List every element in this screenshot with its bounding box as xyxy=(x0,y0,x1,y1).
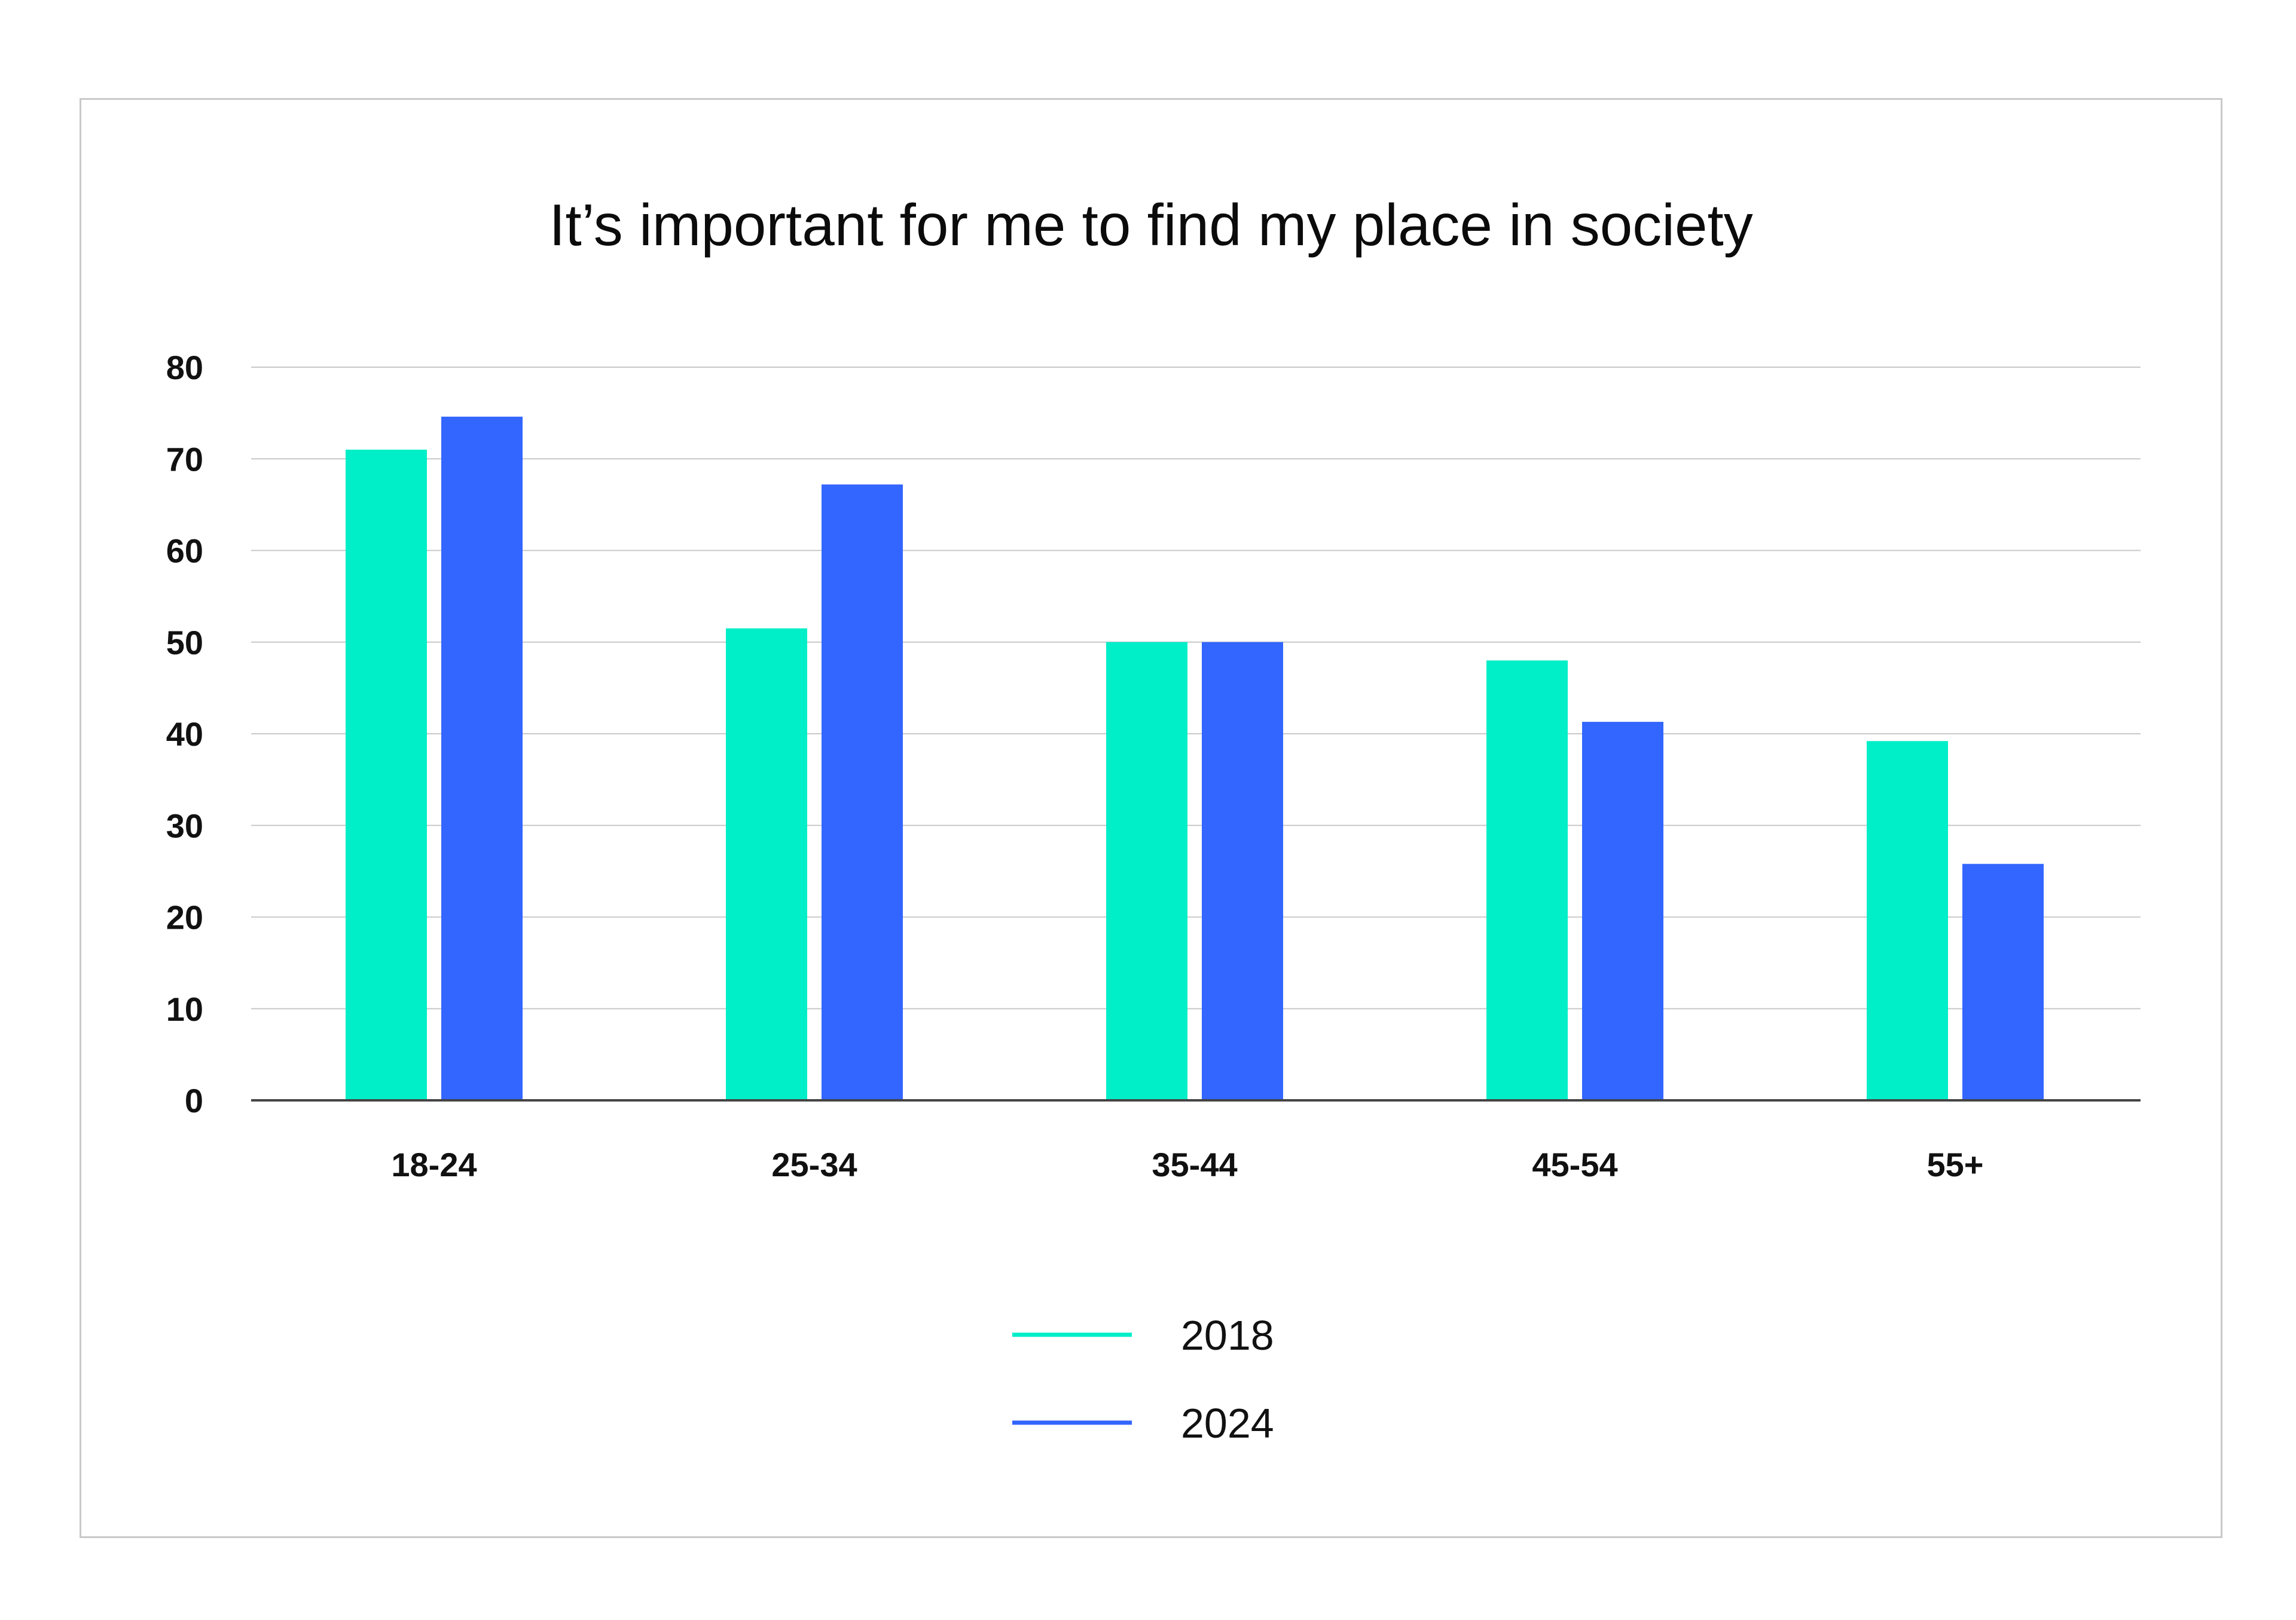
grid-layer xyxy=(251,367,2141,1009)
bar-2018-18-24 xyxy=(346,449,427,1100)
y-tick-label: 70 xyxy=(166,440,203,478)
bar-2024-45-54 xyxy=(1582,722,1663,1100)
bar-2018-35-44 xyxy=(1106,642,1187,1100)
x-tick-label: 18-24 xyxy=(391,1146,477,1183)
x-tick-label: 35-44 xyxy=(1152,1146,1237,1183)
legend: 2018 2024 xyxy=(1012,1312,1274,1447)
bar-2018-55+ xyxy=(1867,741,1948,1100)
y-tick-label: 50 xyxy=(166,624,203,661)
chart-title: It’s important for me to find my place i… xyxy=(549,192,1752,258)
x-tick-label: 55+ xyxy=(1927,1146,1984,1183)
y-axis-ticks: 0 10 20 30 40 50 60 70 80 xyxy=(166,349,203,1119)
y-tick-label: 80 xyxy=(166,349,203,386)
y-tick-label: 20 xyxy=(166,899,203,936)
bar-2024-55+ xyxy=(1962,864,2044,1100)
bars xyxy=(251,416,2141,1102)
legend-label: 2024 xyxy=(1181,1400,1274,1447)
bar-2024-18-24 xyxy=(441,416,523,1100)
legend-label: 2018 xyxy=(1181,1312,1274,1359)
y-tick-label: 30 xyxy=(166,807,203,844)
y-tick-label: 40 xyxy=(166,715,203,753)
x-tick-label: 45-54 xyxy=(1532,1146,1617,1183)
bar-2024-35-44 xyxy=(1202,642,1283,1100)
bar-2024-25-34 xyxy=(822,484,903,1101)
y-tick-label: 60 xyxy=(166,532,203,570)
bar-2018-45-54 xyxy=(1486,660,1568,1100)
y-tick-label: 0 xyxy=(185,1082,203,1119)
x-axis-ticks: 18-24 25-34 35-44 45-54 55+ xyxy=(391,1146,1983,1183)
y-tick-label: 10 xyxy=(166,990,203,1028)
bar-2018-25-34 xyxy=(726,628,807,1100)
x-tick-label: 25-34 xyxy=(771,1146,857,1183)
